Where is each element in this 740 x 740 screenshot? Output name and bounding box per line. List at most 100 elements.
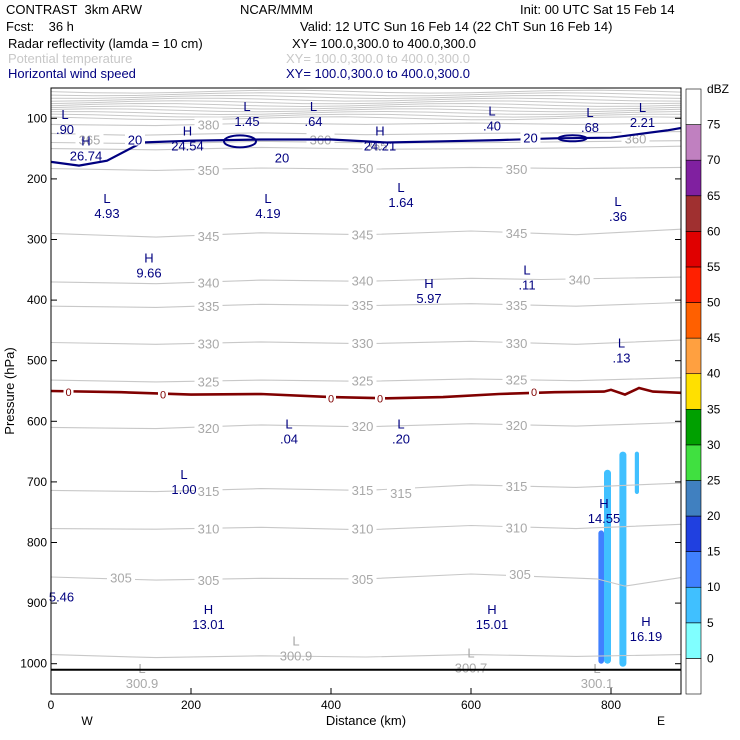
theta-contour-label: 335 <box>352 298 374 313</box>
wind-extremum-marker: L <box>310 99 317 114</box>
wind-extremum-value: 1.45 <box>234 114 259 129</box>
colorbar-swatch <box>685 373 702 410</box>
wind-extremum-marker: L <box>180 467 187 482</box>
theta-contour-305 <box>51 573 681 587</box>
wind-extremum-value: .64 <box>304 114 322 129</box>
freezing-level-label: 0 <box>65 387 71 399</box>
theta-contour-300.9 <box>51 654 681 659</box>
colorbar: 0 5 10 15 20 25 30 35 40 45 50 55 60 65 70 75 dBZ <box>685 82 729 695</box>
theta-contour-upper <box>51 113 681 118</box>
theta-label-bg <box>194 228 223 242</box>
x-tick-label: 800 <box>601 698 621 712</box>
wind-extremum-value: .20 <box>392 432 410 447</box>
theta-label-bg <box>194 162 223 176</box>
wind-extremum-marker: H <box>487 602 496 617</box>
theta-contour-upper <box>51 108 681 113</box>
wind-extremum-marker: L <box>397 417 404 432</box>
theta-contour-label: 310 <box>506 520 528 535</box>
wind-extremum-marker: L <box>488 103 495 118</box>
theta-contour-upper <box>51 105 681 110</box>
freezing-level-layer: 0 0 0 0 0 <box>51 386 681 405</box>
colorbar-swatch <box>685 444 702 481</box>
field2-label: Potential temperature <box>8 51 133 66</box>
theta-contour-upper <box>51 110 681 116</box>
reflectivity-cell-5dbz <box>604 469 611 664</box>
theta-contour-label: 325 <box>352 374 374 389</box>
theta-contour-label: 345 <box>198 229 220 244</box>
wind-contour-label: 20 <box>275 151 289 166</box>
theta-label-bg <box>506 567 534 581</box>
theta-label-bg <box>387 485 415 499</box>
theta-contour-label: 325 <box>506 372 528 387</box>
colorbar-level-label: 25 <box>707 473 721 487</box>
colorbar-unit: dBZ <box>707 82 729 96</box>
theta-contour-label: 315 <box>390 486 412 501</box>
theta-contour-label: 350 <box>506 162 528 177</box>
west-label: W <box>81 714 93 728</box>
wind-extremum-marker: H <box>424 276 433 291</box>
theta-label-bg <box>348 297 377 311</box>
theta-label-bg <box>194 299 223 313</box>
theta-label-bg <box>348 571 377 585</box>
wind-extremum-value: 5.97 <box>416 291 441 306</box>
theta-contour-upper <box>51 97 681 102</box>
y-tick-label: 900 <box>27 596 47 610</box>
theta-contour-label: 335 <box>506 298 528 313</box>
wind-extremum-marker: H <box>183 123 192 138</box>
colorbar-level-label: 60 <box>707 224 721 238</box>
y-tick-label: 200 <box>27 172 47 186</box>
colorbar-level-label: 20 <box>707 509 721 523</box>
wind-contour-label: 20 <box>523 131 537 146</box>
colorbar-swatch <box>685 266 702 303</box>
wind-label-bg <box>272 150 292 164</box>
colorbar-level-label: 35 <box>707 402 721 416</box>
theta-extremum-value: 300.9 <box>126 676 159 691</box>
colorbar-level-label: 5 <box>707 616 714 630</box>
theta-contour-label: 305 <box>110 571 132 586</box>
theta-contour-380 <box>51 122 681 127</box>
wind-extremum-value: 13.01 <box>192 617 225 632</box>
theta-contour-label: 325 <box>198 374 220 389</box>
wind-extremum-marker: H <box>81 134 90 149</box>
theta-contour-label: 310 <box>198 522 220 537</box>
freezing-level-line <box>51 386 681 400</box>
wind-contour-label: 20 <box>128 133 142 148</box>
theta-contour-label: 330 <box>506 336 528 351</box>
wind-extremum-marker: L <box>618 335 625 350</box>
y-tick-label: 1000 <box>20 657 47 671</box>
theta-contour-label: 345 <box>352 228 374 243</box>
y-tick-label: 800 <box>27 536 47 550</box>
wind-contour-loop <box>557 134 588 143</box>
theta-label-bg <box>502 520 531 534</box>
theta-label-bg <box>194 573 223 587</box>
field3-xy: XY= 100.0,300.0 to 400.0,300.0 <box>286 66 470 81</box>
colorbar-level-label: 55 <box>707 260 721 274</box>
colorbar-level-label: 10 <box>707 580 721 594</box>
theta-contour-upper <box>51 100 681 105</box>
colorbar-swatch <box>685 337 702 375</box>
y-tick-label: 100 <box>27 111 47 125</box>
theta-extremum-value: 300.1 <box>581 676 614 691</box>
theta-contour-upper <box>51 89 681 94</box>
wind-extremum-value: 4.19 <box>255 206 280 221</box>
y-tick-label: 600 <box>27 414 47 428</box>
theta-label-bg <box>348 273 377 287</box>
colorbar-swatch <box>685 551 702 588</box>
colorbar-swatch <box>685 658 702 695</box>
east-label: E <box>657 714 665 728</box>
colorbar-level-label: 70 <box>707 153 721 167</box>
theta-contour-upper <box>51 116 681 121</box>
y-axis-title: Pressure (hPa) <box>2 347 17 434</box>
plot-frame <box>50 87 682 695</box>
wind-extremum-marker: L <box>264 191 271 206</box>
wind-extremum-value: 24.54 <box>171 138 204 153</box>
theta-label-bg <box>348 482 377 496</box>
theta-contour-label: 320 <box>198 421 220 436</box>
colorbar-swatch <box>685 586 702 624</box>
field1-xy: XY= 100.0,300.0 to 400.0,300.0 <box>292 36 476 51</box>
wind-extremum-value: 5.46 <box>49 589 74 604</box>
colorbar-level-label: 75 <box>707 118 721 132</box>
wind-extremum-value: .11 <box>518 278 535 293</box>
